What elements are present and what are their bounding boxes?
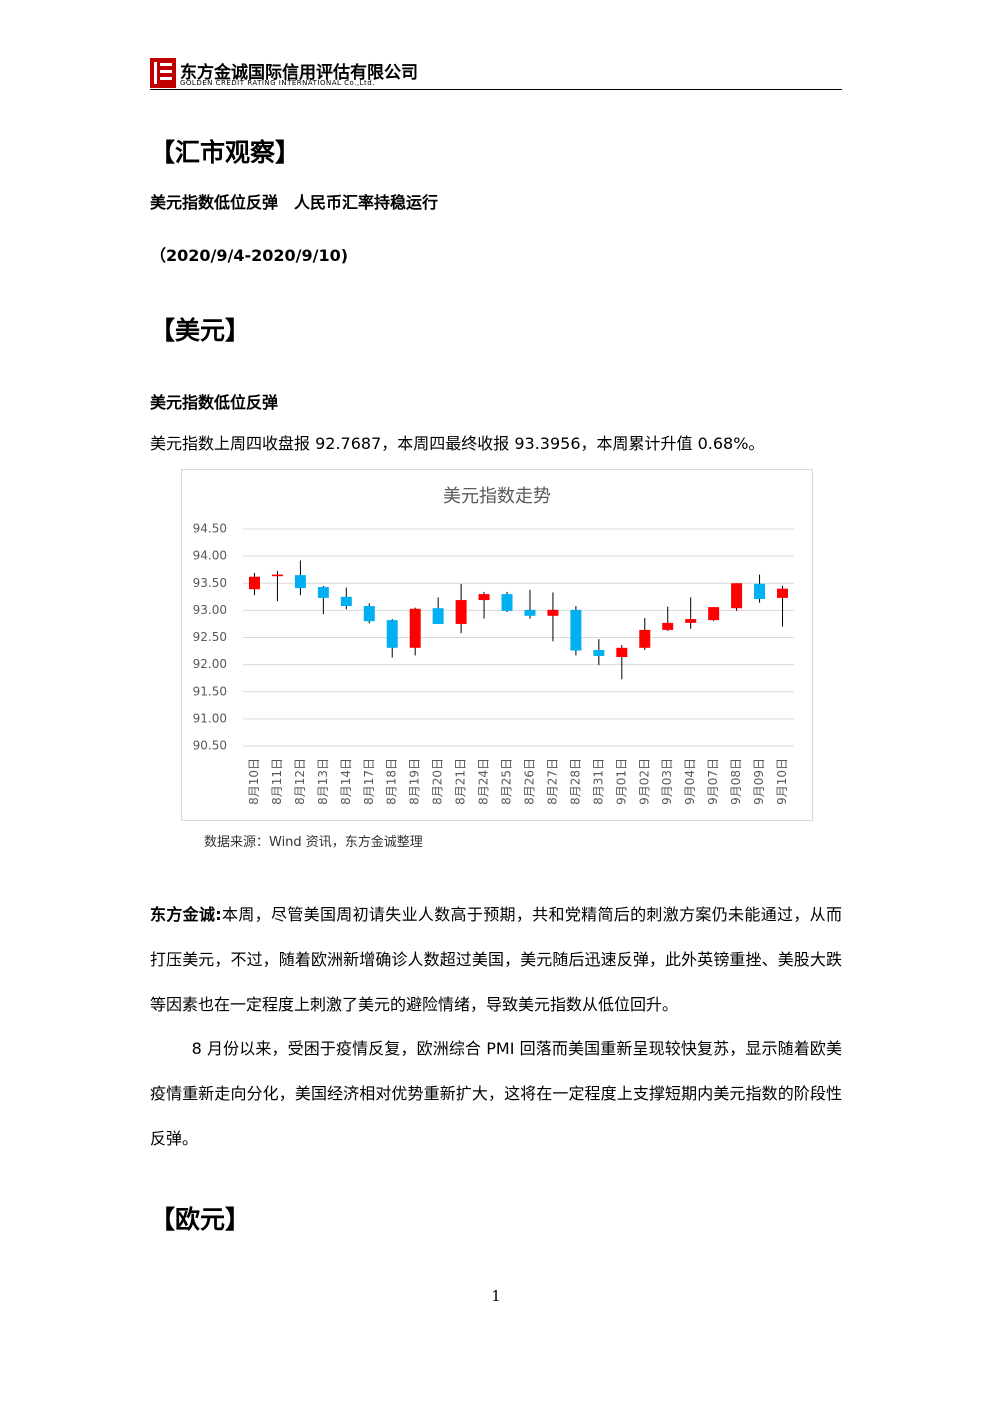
x-tick-label: 8月11日 [270, 758, 284, 805]
candle-body [639, 629, 651, 648]
candle-body [478, 594, 490, 601]
x-tick-label: 8月21日 [454, 758, 468, 805]
candle-body [294, 575, 306, 589]
x-tick-label: 8月19日 [408, 758, 422, 805]
y-tick-label: 90.50 [193, 739, 227, 753]
candle-body [524, 609, 536, 616]
candle-body [340, 596, 352, 607]
page-number: 1 [491, 1287, 501, 1305]
subheading: 美元指数低位反弹 [150, 393, 279, 412]
paragraph: 8 月份以来，受困于疫情反复，欧洲综合 PMI 回落而美国重新呈现较快复苏，显示… [150, 1039, 842, 1148]
candle-body [570, 609, 582, 651]
candle-body [547, 609, 559, 616]
x-tick-label: 9月07日 [706, 758, 720, 805]
x-tick-label: 8月31日 [591, 758, 605, 805]
company-name-en: GOLDEN CREDIT RATING INTERNATIONAL Co.,L… [180, 79, 375, 87]
candle-body [455, 600, 467, 624]
x-tick-label: 9月02日 [637, 758, 651, 805]
candle-body [616, 647, 628, 658]
x-tick-label: 9月10日 [775, 758, 789, 805]
section-heading: 【美元】 [150, 316, 251, 345]
candle-body [593, 649, 605, 656]
x-tick-label: 9月03日 [660, 758, 674, 805]
x-tick-label: 8月17日 [362, 758, 376, 805]
candle-body [432, 608, 444, 624]
x-tick-label: 8月12日 [293, 758, 307, 805]
header-rule [150, 89, 842, 90]
x-tick-label: 8月10日 [247, 758, 261, 805]
candle-body [363, 606, 375, 622]
candle-body [317, 587, 329, 598]
commentary: 东方金诚:本周，尽管美国周初请失业人数高于预期，共和党精简后的刺激方案仍未能通过… [150, 892, 842, 1027]
company-name: 东方金诚国际信用评估有限公司 [180, 63, 418, 83]
x-tick-label: 9月01日 [614, 758, 628, 805]
x-tick-label: 8月26日 [522, 758, 536, 805]
x-tick-label: 9月08日 [729, 758, 743, 805]
summary: 美元指数上周四收盘报 92.7687，本周四最终收报 93.3956，本周累计升… [150, 434, 765, 453]
x-tick-label: 8月18日 [385, 758, 399, 805]
candle-body [248, 576, 260, 590]
section-heading: 【欧元】 [150, 1205, 251, 1234]
x-tick-label: 8月20日 [431, 758, 445, 805]
x-tick-label: 9月09日 [752, 758, 766, 805]
y-tick-label: 93.00 [193, 603, 227, 617]
x-tick-label: 8月28日 [568, 758, 582, 805]
x-tick-label: 8月13日 [316, 758, 330, 805]
candle-body [662, 622, 674, 630]
candle-body [409, 608, 421, 648]
candle-body [685, 619, 697, 623]
y-tick-label: 91.00 [193, 711, 227, 725]
y-tick-label: 91.50 [193, 684, 227, 698]
x-tick-label: 8月24日 [477, 758, 491, 805]
candle-body [777, 588, 789, 598]
date-range: （2020/9/4-2020/9/10) [150, 246, 349, 265]
x-tick-label: 8月25日 [500, 758, 514, 805]
x-tick-label: 8月27日 [545, 758, 559, 805]
logo [150, 58, 176, 88]
y-tick-label: 92.50 [193, 630, 227, 644]
candle-body [271, 574, 283, 577]
x-tick-label: 8月14日 [339, 758, 353, 805]
candle-body [501, 594, 513, 611]
x-tick-label: 9月04日 [683, 758, 697, 805]
commentary-label: 东方金诚: [150, 905, 222, 924]
candle-body [386, 620, 398, 648]
y-tick-label: 92.00 [193, 657, 227, 671]
chart-source: 数据来源：Wind 资讯，东方金诚整理 [204, 835, 423, 850]
headline: 美元指数低位反弹 人民币汇率持稳运行 [150, 193, 439, 212]
candle-body [754, 583, 766, 599]
candle-body [708, 607, 720, 621]
candle-body [731, 583, 743, 609]
y-tick-label: 93.50 [193, 576, 227, 590]
y-tick-label: 94.50 [193, 522, 227, 536]
y-tick-label: 94.00 [193, 549, 227, 563]
chart-title: 美元指数走势 [443, 486, 551, 507]
chart: 美元指数走势 90.50 91.00 91.50 92.00 92.50 93.00 93.… [181, 469, 813, 821]
section-title: 【汇市观察】 [150, 138, 301, 167]
commentary-text: 本周，尽管美国周初请失业人数高于预期，共和党精简后的刺激方案仍未能通过，从而打压… [150, 905, 842, 1014]
